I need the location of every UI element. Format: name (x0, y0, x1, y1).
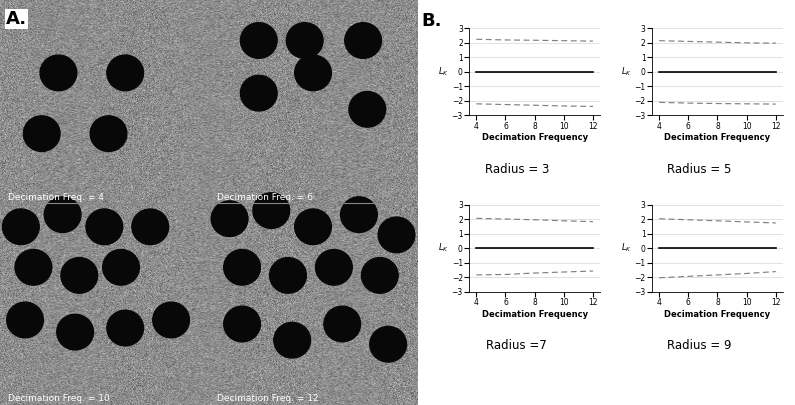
Circle shape (370, 326, 406, 362)
Text: Radius =7: Radius =7 (487, 339, 547, 352)
Circle shape (132, 209, 169, 245)
Circle shape (90, 116, 127, 151)
Circle shape (340, 197, 378, 232)
Text: A.: A. (6, 10, 27, 28)
Circle shape (15, 249, 52, 285)
X-axis label: Decimation Frequency: Decimation Frequency (665, 310, 770, 319)
Circle shape (56, 314, 94, 350)
Circle shape (40, 55, 77, 91)
X-axis label: Decimation Frequency: Decimation Frequency (665, 134, 770, 143)
Text: Decimation Freq. = 6: Decimation Freq. = 6 (217, 193, 313, 202)
Circle shape (270, 258, 306, 293)
Circle shape (103, 249, 139, 285)
Circle shape (107, 310, 144, 346)
X-axis label: Decimation Frequency: Decimation Frequency (482, 134, 588, 143)
Circle shape (362, 258, 398, 293)
Circle shape (295, 55, 332, 91)
X-axis label: Decimation Frequency: Decimation Frequency (482, 310, 588, 319)
Y-axis label: $\mathit{L_K}$: $\mathit{L_K}$ (621, 242, 631, 254)
Y-axis label: $\mathit{L_K}$: $\mathit{L_K}$ (438, 242, 448, 254)
Circle shape (61, 258, 98, 293)
Circle shape (349, 92, 386, 127)
Circle shape (345, 23, 382, 58)
Circle shape (107, 55, 144, 91)
Circle shape (86, 209, 122, 245)
Circle shape (286, 23, 323, 58)
Text: B.: B. (421, 12, 442, 30)
Circle shape (23, 116, 60, 151)
Circle shape (223, 306, 261, 342)
Circle shape (253, 193, 289, 228)
Circle shape (2, 209, 39, 245)
Circle shape (316, 249, 352, 285)
Circle shape (211, 201, 248, 237)
Circle shape (153, 302, 189, 338)
Circle shape (223, 249, 261, 285)
Circle shape (324, 306, 361, 342)
Circle shape (273, 322, 311, 358)
Circle shape (240, 75, 277, 111)
Text: Radius = 9: Radius = 9 (667, 339, 732, 352)
Text: Decimation Freq. = 12: Decimation Freq. = 12 (217, 394, 319, 403)
Circle shape (45, 197, 81, 232)
Circle shape (6, 302, 44, 338)
Y-axis label: $\mathit{L_K}$: $\mathit{L_K}$ (438, 66, 448, 78)
Y-axis label: $\mathit{L_K}$: $\mathit{L_K}$ (621, 66, 631, 78)
Text: Decimation Freq. = 4: Decimation Freq. = 4 (8, 193, 104, 202)
Text: Radius = 3: Radius = 3 (485, 163, 549, 176)
Text: Decimation Freq. = 10: Decimation Freq. = 10 (8, 394, 110, 403)
Text: Radius = 5: Radius = 5 (668, 163, 731, 176)
Circle shape (378, 217, 415, 253)
Circle shape (295, 209, 332, 245)
Circle shape (240, 23, 277, 58)
